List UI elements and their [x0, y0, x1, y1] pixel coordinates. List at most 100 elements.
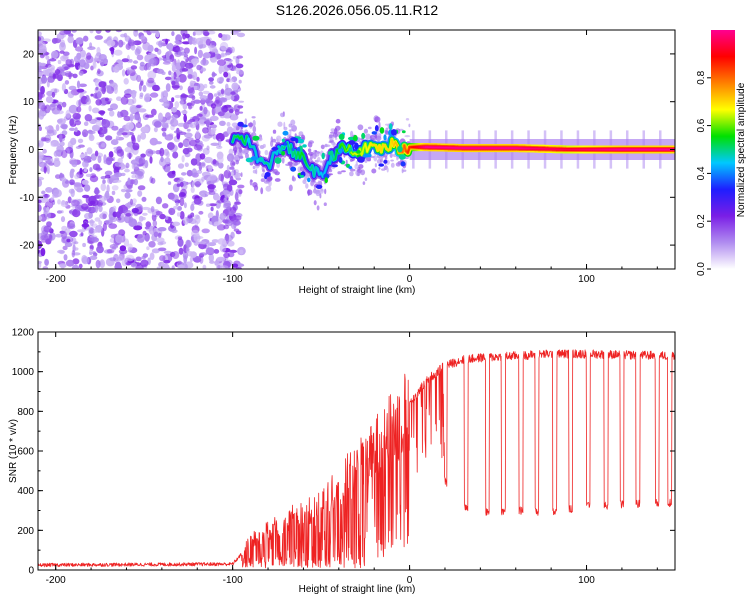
spectrogram-cell — [398, 154, 406, 160]
colorbar-tick-label: 0.2 — [696, 214, 707, 228]
spectrogram-cell — [165, 52, 170, 60]
spectrogram-cell — [217, 199, 224, 204]
spectrogram-cell — [213, 93, 218, 97]
spectrogram-cell — [230, 112, 235, 118]
spectrogram-cell — [62, 245, 68, 251]
spectrogram-cell — [61, 83, 66, 92]
spectrogram-cell — [220, 88, 225, 95]
spectrogram-cell — [224, 234, 234, 242]
spectrogram-cell — [379, 127, 385, 134]
spectrogram-cell — [49, 103, 56, 111]
spectrogram-cell — [63, 51, 70, 56]
spectrogram-cell — [389, 152, 393, 158]
spectrogram-cell — [287, 161, 293, 165]
spectrogram-cell — [375, 135, 382, 142]
spectrogram-cell — [177, 238, 184, 247]
spectrogram-cell — [320, 160, 323, 163]
spectrogram-cell — [210, 128, 216, 135]
spectrogram-cell — [57, 199, 61, 205]
spectrogram-cell — [232, 263, 239, 268]
spectrogram-cell — [155, 141, 162, 145]
spectrogram-cell — [91, 107, 100, 114]
spectrogram-cell — [203, 83, 208, 89]
spectrogram-cell — [217, 154, 224, 164]
colorbar-ticks: 0.0 0.2 0.4 0.6 0.8 — [696, 70, 711, 276]
spectrogram-cell — [95, 87, 99, 91]
spectrogram-cell — [133, 225, 143, 231]
spectrogram-cell — [135, 170, 143, 175]
spectrogram-cell — [67, 91, 75, 99]
spectrogram-cell — [223, 58, 232, 61]
spectrogram-cell — [45, 160, 52, 164]
spectrogram-cell — [78, 99, 82, 107]
spectrogram-cell — [135, 256, 142, 262]
spectrogram-cell — [46, 59, 51, 67]
spectrogram-cell — [217, 59, 226, 66]
spectrogram-cell — [157, 247, 167, 252]
spectrogram-cell — [146, 246, 150, 251]
spectrogram-cell — [129, 113, 134, 122]
spectrogram-cell — [47, 64, 56, 71]
spectrogram-cell — [281, 138, 286, 143]
spectrogram-cell — [50, 196, 55, 201]
spectrogram-cell — [193, 99, 201, 104]
spectrogram-cell — [42, 69, 50, 76]
spectrogram-cell — [193, 198, 202, 205]
spectrogram-cell — [127, 202, 131, 209]
spectrogram-cell — [54, 69, 61, 75]
spectrogram-cell — [201, 171, 211, 178]
spectrogram-cell — [130, 262, 137, 268]
spectrogram-cell — [204, 156, 213, 164]
spectrogram-cell — [182, 147, 190, 155]
spectrogram-x-tick-label: 0 — [407, 274, 413, 285]
spectrogram-ridge — [253, 145, 257, 153]
spectrogram-cell — [202, 127, 209, 134]
spectrogram-cell — [102, 222, 107, 232]
spectrogram-cell — [71, 209, 81, 218]
spectrogram-cell — [123, 78, 129, 85]
spectrogram-cell — [251, 116, 256, 119]
spectrogram-cell — [148, 59, 155, 64]
spectrogram-cell — [237, 184, 245, 189]
spectrogram-cell — [191, 181, 195, 188]
spectrogram-cell — [82, 242, 86, 248]
spectrogram-cell — [89, 219, 94, 227]
spectrogram-cell — [374, 163, 377, 168]
spectrogram-cell — [171, 97, 175, 103]
spectrogram-cell — [124, 192, 131, 199]
spectrogram-cell — [143, 94, 151, 103]
spectrogram-cell — [100, 176, 107, 180]
spectrogram-cell — [171, 221, 181, 227]
spectrogram-cell — [358, 164, 364, 169]
spectrogram-cell — [92, 59, 96, 69]
spectrogram-cell — [223, 169, 231, 179]
spectrogram-cell — [168, 133, 174, 137]
spectrogram-cell — [183, 114, 187, 123]
spectrogram-cell — [193, 144, 203, 151]
spectrogram-cell — [171, 251, 180, 259]
spectrogram-cell — [108, 151, 114, 158]
snr-x-tick-label: 0 — [407, 575, 413, 586]
spectrogram-cell — [105, 30, 111, 33]
spectrogram-cell — [152, 220, 158, 227]
spectrogram-cell — [45, 187, 53, 193]
spectrogram-cell — [291, 147, 295, 151]
spectrogram-cell — [59, 141, 65, 147]
spectrogram-cell — [77, 65, 84, 70]
spectrogram-cell — [199, 153, 206, 160]
spectrogram-cell — [89, 255, 98, 260]
spectrogram-cell — [90, 65, 94, 71]
spectrogram-cell — [119, 109, 129, 118]
spectrogram-cell — [274, 157, 282, 164]
spectrogram-cell — [145, 221, 152, 228]
spectrogram-cell — [187, 73, 193, 80]
spectrogram-cell — [57, 249, 65, 254]
spectrogram-y-axis-label: Frequency (Hz) — [8, 116, 19, 185]
spectrogram-cell — [176, 127, 180, 134]
spectrogram-cell — [56, 74, 63, 82]
spectrogram-cell — [203, 134, 213, 139]
spectrogram-ridge — [240, 135, 245, 143]
spectrogram-cell — [147, 52, 154, 57]
spectrogram-cell — [200, 161, 206, 168]
